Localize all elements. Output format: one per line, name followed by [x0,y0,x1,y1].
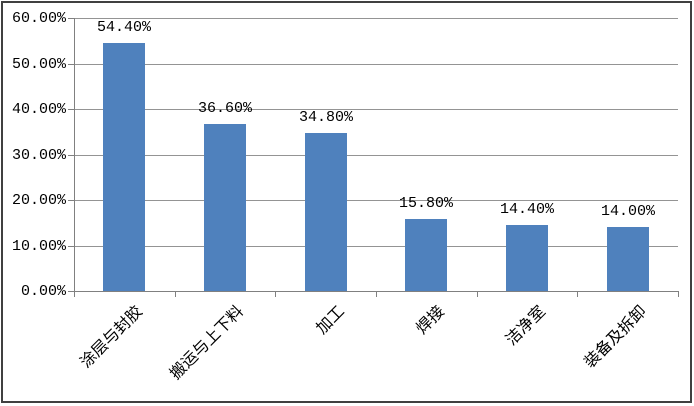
y-axis-tick [68,291,74,292]
x-axis-tick [74,292,75,297]
y-axis-tick-label: 0.00% [20,283,66,300]
y-axis-line [74,18,75,292]
x-axis-tick [175,292,176,297]
x-category-label: 加工 [313,303,349,338]
x-axis-tick [678,292,679,297]
y-gridline [74,246,678,247]
y-axis-tick-label: 50.00% [11,56,66,73]
x-axis-tick [577,292,578,297]
bar [607,227,649,291]
y-axis-tick-label: 10.00% [11,238,66,255]
bar-value-label: 15.80% [398,195,453,212]
y-axis-tick-label: 40.00% [11,101,66,118]
bar [506,225,548,291]
y-axis-tick [68,200,74,201]
bar-value-label: 14.40% [499,201,554,218]
bar [103,43,145,291]
bar-value-label: 36.60% [197,100,252,117]
x-axis-tick [275,292,276,297]
x-category-label: 搬运与上下料 [167,303,248,383]
x-axis-tick [376,292,377,297]
bar [405,219,447,291]
bar-value-label: 34.80% [298,109,353,126]
bar-value-label: 14.00% [600,203,655,220]
bar-value-label: 54.40% [96,19,151,36]
y-gridline [74,18,678,19]
y-axis-tick-label: 60.00% [11,10,66,27]
y-axis-tick [68,109,74,110]
x-category-label: 涂层与封胶 [77,303,147,372]
x-category-label: 焊接 [413,303,449,338]
y-axis-tick-label: 30.00% [11,147,66,164]
x-axis-line [74,291,679,292]
y-axis-tick [68,18,74,19]
y-gridline [74,64,678,65]
bar [204,124,246,291]
x-category-label: 装备及拆卸 [581,303,651,372]
y-gridline [74,109,678,110]
y-axis-tick-label: 20.00% [11,192,66,209]
y-axis-tick [68,246,74,247]
y-gridline [74,200,678,201]
y-gridline [74,155,678,156]
x-category-label: 洁净室 [503,303,550,349]
y-axis-tick [68,64,74,65]
y-axis-tick [68,155,74,156]
x-axis-tick [477,292,478,297]
bar [305,133,347,291]
